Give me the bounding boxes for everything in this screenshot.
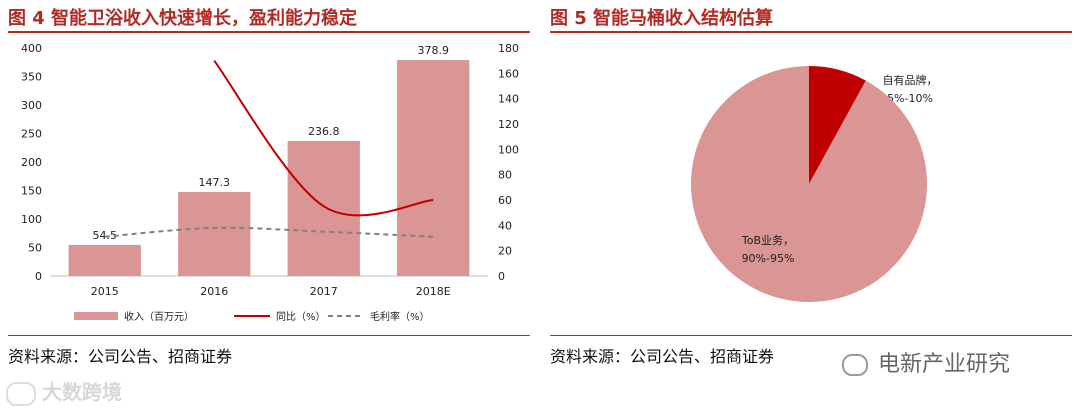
figure4-title: 图 4 智能卫浴收入快速增长，盈利能力稳定 — [8, 8, 358, 29]
revenue-bar — [397, 60, 470, 276]
y-left-tick-label: 50 — [28, 242, 42, 255]
y-right-tick-label: 0 — [498, 270, 505, 283]
x-tick-label: 2016 — [200, 285, 228, 298]
legend-label-margin: 毛利率（%） — [370, 310, 430, 323]
figure5-title-rule — [550, 31, 1072, 33]
y-right-tick-label: 80 — [498, 169, 512, 182]
y-left-tick-label: 350 — [21, 71, 42, 84]
y-left-tick-label: 250 — [21, 128, 42, 141]
watermark-logo-icon — [6, 381, 36, 406]
pie-label: ToB业务， — [741, 234, 794, 247]
y-left-tick-label: 0 — [35, 270, 42, 283]
y-left-tick-label: 400 — [21, 42, 42, 55]
figure5-source-rule — [550, 335, 1072, 336]
pie-label-percent: 90%-95% — [742, 252, 795, 265]
revenue-structure-pie-chart: 自有品牌， 5%-10% ToB业务， 90%-95% — [691, 66, 938, 302]
gross-margin-line — [104, 226, 434, 238]
legend-label-yoy: 同比（%） — [276, 311, 326, 323]
figure4-title-rule — [8, 31, 530, 33]
y-left-tick-label: 200 — [21, 156, 42, 169]
figure4-source-rule — [8, 335, 530, 336]
figure4-source: 资料来源：公司公告、招商证券 — [8, 347, 233, 366]
y-right-tick-label: 40 — [498, 219, 512, 232]
figure5-source: 资料来源：公司公告、招商证券 — [550, 347, 775, 366]
watermark-right: 电新产业研究 — [842, 346, 1010, 378]
bar-data-label: 147.3 — [199, 176, 231, 189]
legend-swatch-revenue — [74, 312, 118, 320]
pie-slice-tob — [691, 66, 927, 302]
x-tick-label: 2015 — [91, 285, 119, 298]
x-tick-label: 2018E — [416, 285, 451, 298]
y-right-tick-label: 120 — [498, 118, 519, 131]
y-right-tick-label: 180 — [498, 42, 519, 55]
y-right-tick-label: 60 — [498, 194, 512, 207]
revenue-growth-chart: 0 50 100 150 200 250 300 350 400 0 20 40 60 80 100 120 1… — [21, 42, 519, 323]
y-right-tick-label: 160 — [498, 67, 519, 80]
revenue-bar — [68, 244, 141, 276]
watermark-left: 大数跨境 — [6, 376, 122, 406]
y-right-tick-label: 20 — [498, 245, 512, 258]
legend-label-revenue: 收入（百万元） — [124, 310, 194, 323]
pie-label-percent: 5%-10% — [887, 92, 933, 105]
bar-data-label: 236.8 — [308, 125, 340, 138]
bar-data-label: 378.9 — [418, 44, 450, 57]
y-right-tick-label: 140 — [498, 93, 519, 106]
wechat-icon — [842, 354, 868, 376]
revenue-bar — [287, 141, 360, 276]
revenue-bar — [178, 192, 251, 276]
bar-data-label: 54.5 — [93, 229, 118, 242]
pie-label: 自有品牌， — [883, 73, 938, 87]
x-tick-label: 2017 — [310, 285, 338, 298]
pie-slice-own-brand — [809, 66, 866, 184]
figure5-title: 图 5 智能马桶收入结构估算 — [550, 8, 774, 29]
y-left-tick-label: 300 — [21, 99, 42, 112]
yoy-growth-line — [213, 60, 434, 217]
y-left-tick-label: 150 — [21, 185, 42, 198]
y-left-tick-label: 100 — [21, 213, 42, 226]
y-right-tick-label: 100 — [498, 143, 519, 156]
